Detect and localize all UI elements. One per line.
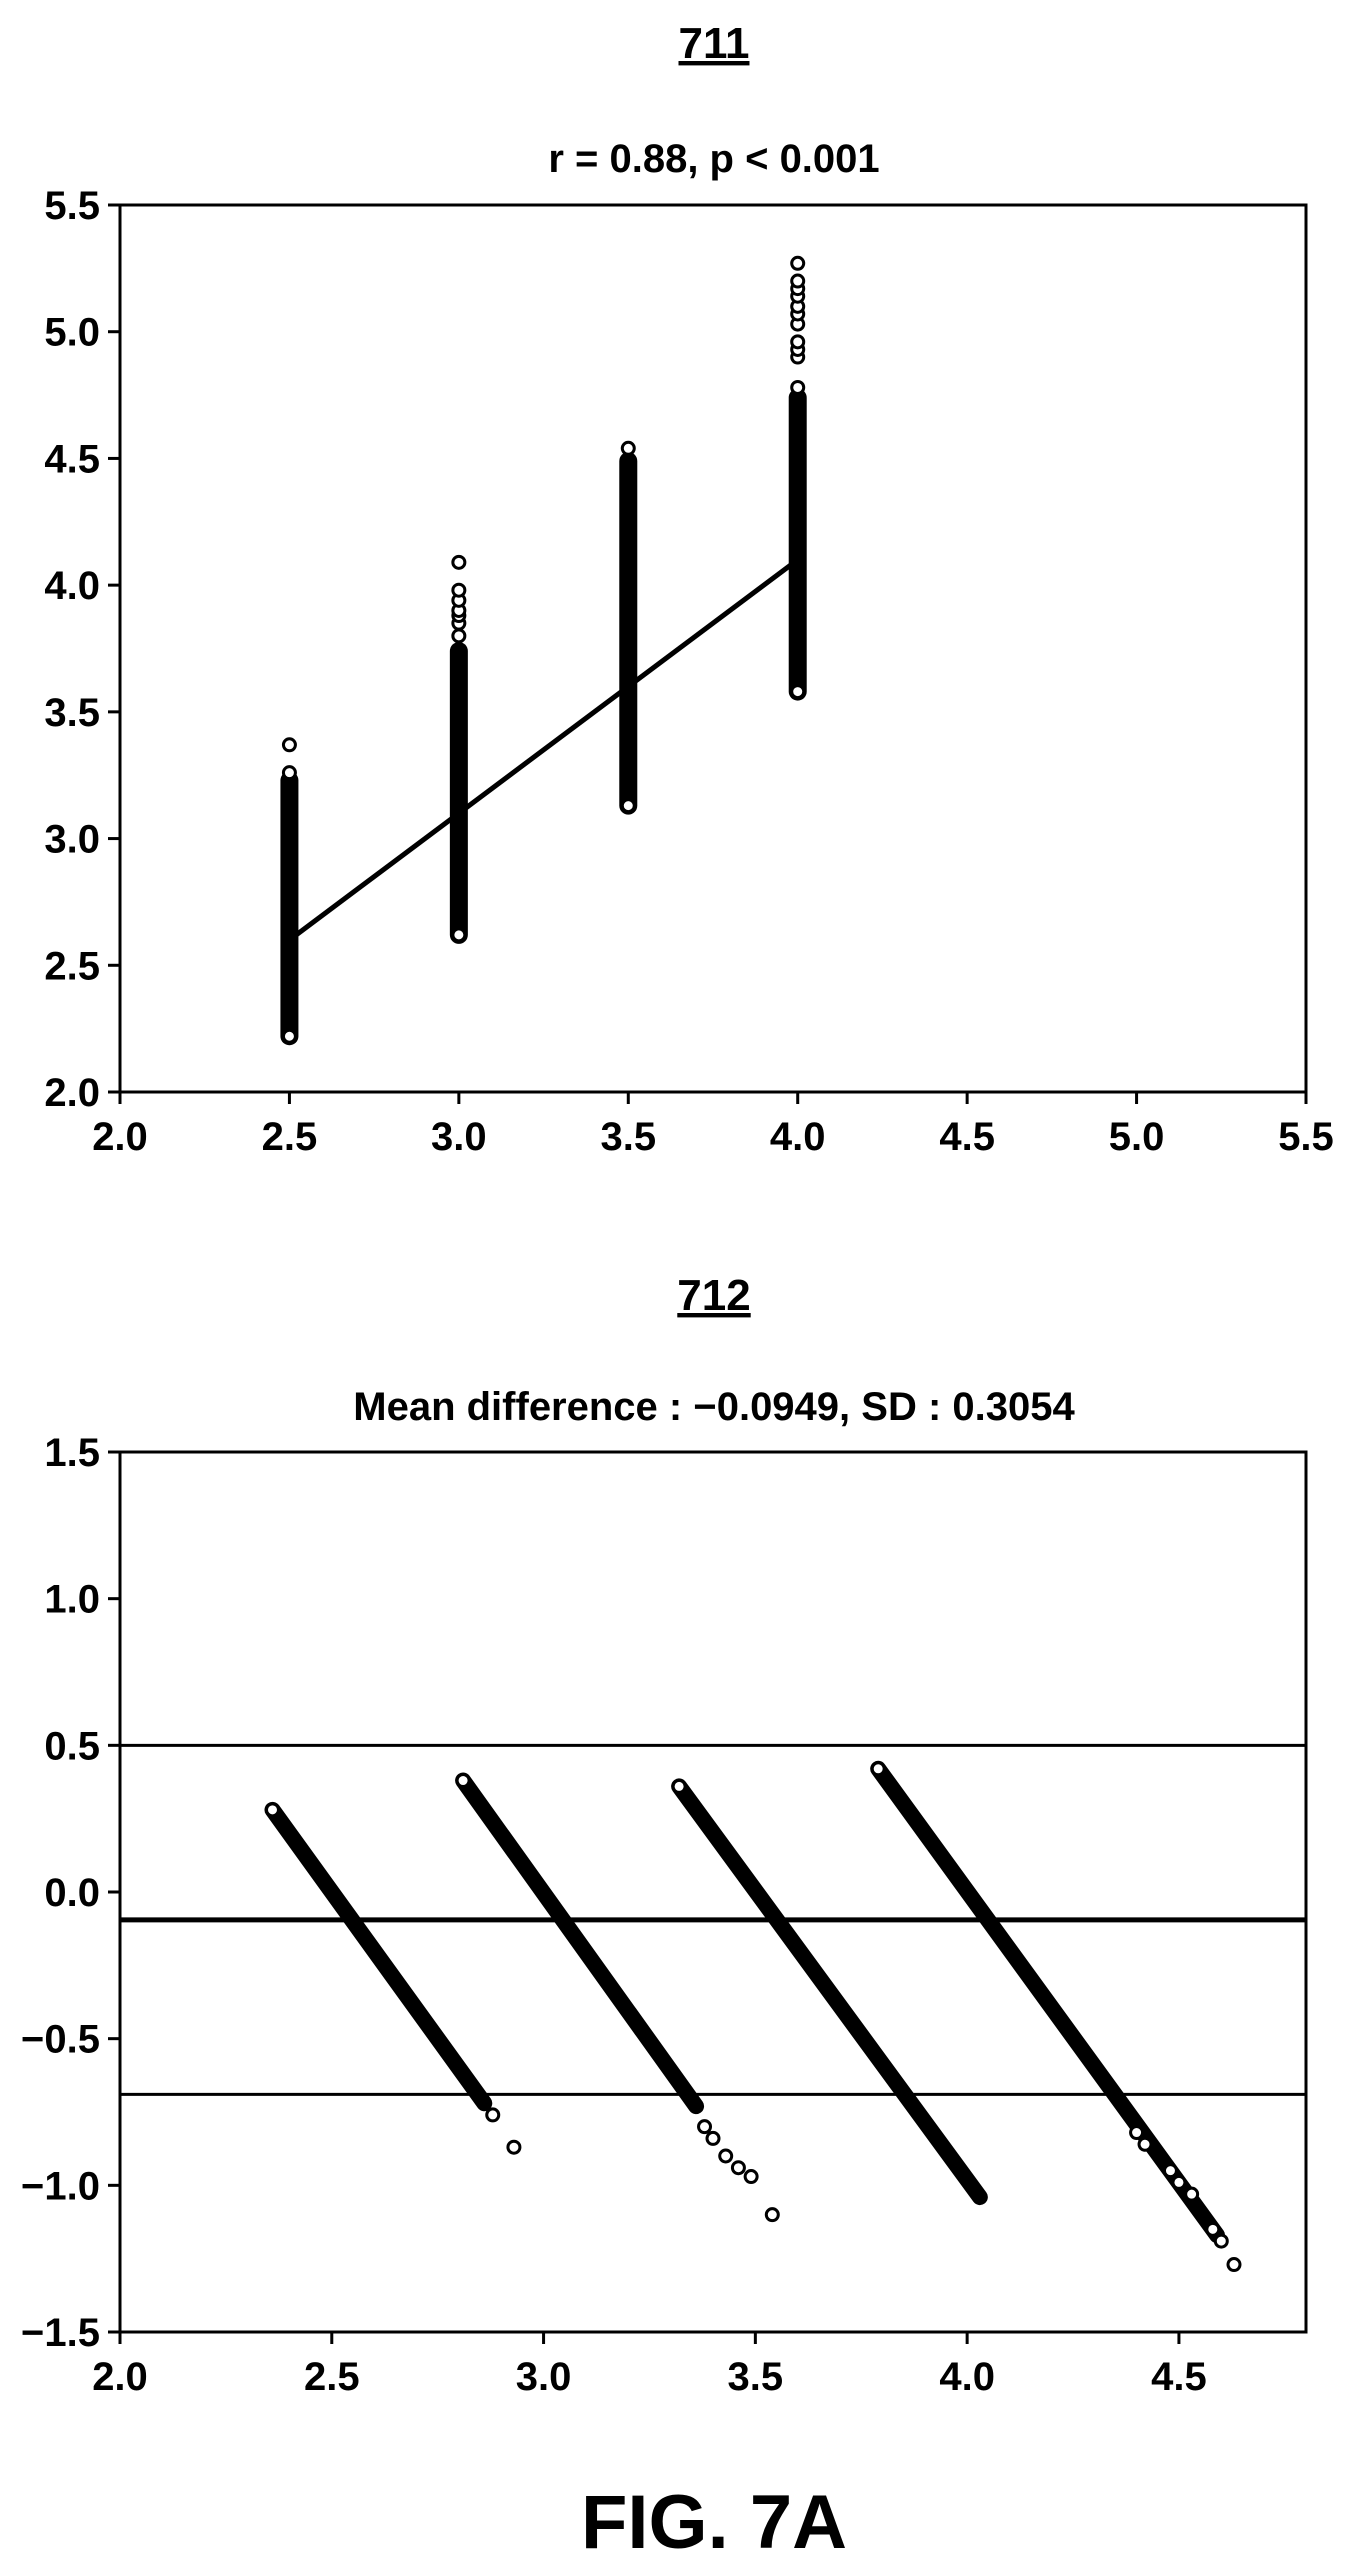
panel-id-711: 711: [679, 19, 750, 68]
y-tick-label: 3.0: [44, 818, 100, 862]
data-point: [705, 2130, 721, 2146]
data-point: [451, 628, 467, 644]
data-point: [451, 554, 467, 570]
regression-line: [287, 557, 800, 942]
x-tick-label: 2.5: [262, 1115, 318, 1159]
y-tick-label: 4.5: [44, 437, 100, 481]
data-point: [743, 2169, 759, 2185]
panel-subtitle-712: Mean difference : −0.0949, SD : 0.3054: [353, 1385, 1075, 1429]
data-point: [451, 582, 467, 598]
y-tick-label: 3.5: [44, 691, 100, 735]
plot-marks-712: 2.0 2.5 3.0 3.5 4.0 4.5 −1.5 −1.0 −0.5 0.0 0.5 1.0 1…: [21, 1431, 1306, 2399]
data-point: [671, 1778, 687, 1794]
x-tick-label: 5.5: [1278, 1115, 1334, 1159]
panel-712: 712 Mean difference : −0.0949, SD : 0.30…: [21, 1271, 1308, 2399]
x-tick-label: 4.0: [770, 1115, 826, 1159]
data-point-band: [671, 1778, 988, 2206]
data-point: [451, 927, 467, 943]
data-point: [718, 2148, 734, 2164]
data-point: [485, 2107, 501, 2123]
data-point: [620, 440, 636, 456]
y-tick-label: 0.5: [44, 1724, 100, 1768]
data-point: [870, 1761, 886, 1777]
y-tick-label: −1.5: [21, 2311, 100, 2355]
data-point: [790, 273, 806, 289]
data-point: [1184, 2186, 1200, 2202]
data-point: [730, 2160, 746, 2176]
data-point-band: [870, 1760, 1226, 2244]
data-point: [790, 684, 806, 700]
panel-711: 711 r = 0.88, p < 0.001 2.0 2.5 3.0 3.5 4.0 4…: [44, 19, 1333, 1159]
panel-id-712: 712: [677, 1271, 750, 1320]
data-point: [1162, 2163, 1178, 2179]
data-point: [1226, 2257, 1242, 2273]
data-point: [281, 737, 297, 753]
y-tick-label: 1.0: [44, 1578, 100, 1622]
y-tick-label: 4.0: [44, 564, 100, 608]
x-tick-label: 2.0: [92, 1115, 148, 1159]
y-tick-label: 5.0: [44, 311, 100, 355]
y-tick-label: 0.0: [44, 1871, 100, 1915]
x-tick-label: 4.5: [939, 1115, 995, 1159]
y-tick-label: −1.0: [21, 2164, 100, 2208]
y-tick-label: 2.0: [44, 1071, 100, 1115]
data-point: [790, 255, 806, 271]
x-tick-label: 3.5: [728, 2355, 784, 2399]
data-point: [1205, 2221, 1221, 2237]
data-point: [697, 2119, 713, 2135]
data-point: [1129, 2125, 1145, 2141]
data-point: [281, 1028, 297, 1044]
x-tick-label: 3.5: [600, 1115, 656, 1159]
y-tick-label: 2.5: [44, 944, 100, 988]
data-point: [281, 765, 297, 781]
data-point: [620, 798, 636, 814]
x-tick-label: 2.5: [304, 2355, 360, 2399]
data-point-band: [264, 1801, 493, 2112]
x-tick-label: 4.0: [939, 2355, 995, 2399]
data-point: [1171, 2174, 1187, 2190]
plot-frame-712: [118, 1450, 1308, 2334]
y-tick-label: −0.5: [21, 2018, 100, 2062]
data-point: [790, 379, 806, 395]
data-point: [264, 1802, 280, 1818]
figure-caption: FIG. 7A: [581, 2480, 847, 2565]
data-point-band: [455, 1772, 705, 2115]
x-tick-label: 3.0: [516, 2355, 572, 2399]
data-point: [506, 2139, 522, 2155]
panel-subtitle-711: r = 0.88, p < 0.001: [548, 137, 879, 181]
data-point: [1137, 2136, 1153, 2152]
data-point: [455, 1773, 471, 1789]
data-point: [1213, 2233, 1229, 2249]
data-point: [790, 334, 806, 350]
x-tick-label: 5.0: [1109, 1115, 1165, 1159]
y-tick-label: 1.5: [44, 1431, 100, 1475]
plot-marks-711: 2.0 2.5 3.0 3.5 4.0 4.5 5.0 5.5 2.0 2.5 3.0 3.5 4.0 4…: [44, 184, 1333, 1159]
plot-frame-711: [118, 203, 1308, 1094]
x-tick-label: 3.0: [431, 1115, 487, 1159]
x-tick-label: 2.0: [92, 2355, 148, 2399]
data-point: [764, 2207, 780, 2223]
y-tick-label: 5.5: [44, 184, 100, 228]
x-tick-label: 4.5: [1151, 2355, 1207, 2399]
